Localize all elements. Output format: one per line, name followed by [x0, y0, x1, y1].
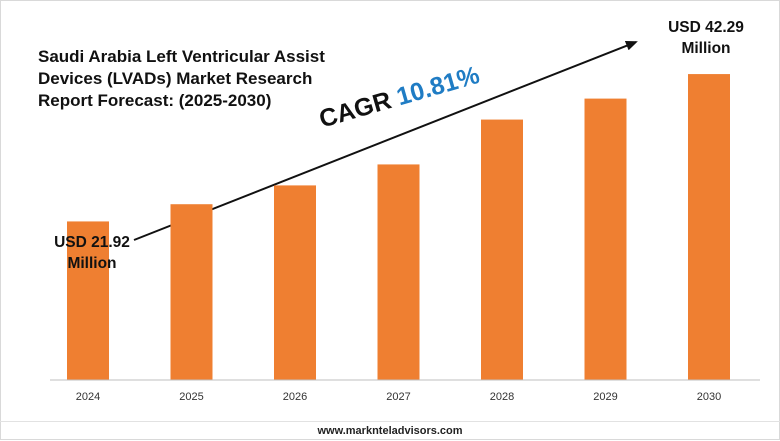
bar-2026: [274, 185, 316, 380]
x-tick-label-2024: 2024: [76, 391, 100, 403]
start-value-unit: Million: [67, 255, 117, 272]
end-value-callout: USD 42.29 Million: [656, 17, 756, 59]
start-value-label: USD 21.92: [54, 234, 130, 251]
end-value-unit: Million: [681, 40, 731, 57]
footer-website[interactable]: www.marknteladvisors.com: [317, 425, 463, 437]
x-tick-label-2026: 2026: [283, 391, 307, 403]
growth-arrow: [133, 41, 638, 241]
footer: www.marknteladvisors.com: [0, 421, 780, 441]
bar-2029: [584, 98, 627, 381]
x-tick-label-2030: 2030: [697, 391, 721, 403]
x-tick-label-2027: 2027: [386, 391, 410, 403]
x-tick-label-2029: 2029: [593, 391, 617, 403]
bar-2030: [688, 74, 730, 381]
bar-2028: [481, 119, 523, 381]
end-value-label: USD 42.29: [668, 19, 744, 36]
bar-2024: [67, 221, 109, 380]
bar-2025: [170, 204, 213, 380]
bars-layer: [67, 74, 730, 381]
x-tick-label-2028: 2028: [490, 391, 514, 403]
chart-title: Saudi Arabia Left Ventricular Assist Dev…: [38, 47, 325, 110]
x-tick-labels: 2024 2025 2026 2027 2028 2029 2030: [76, 391, 721, 403]
bar-2027: [377, 164, 420, 380]
x-tick-label-2025: 2025: [179, 391, 203, 403]
start-value-callout: USD 21.92 Million: [44, 232, 140, 274]
